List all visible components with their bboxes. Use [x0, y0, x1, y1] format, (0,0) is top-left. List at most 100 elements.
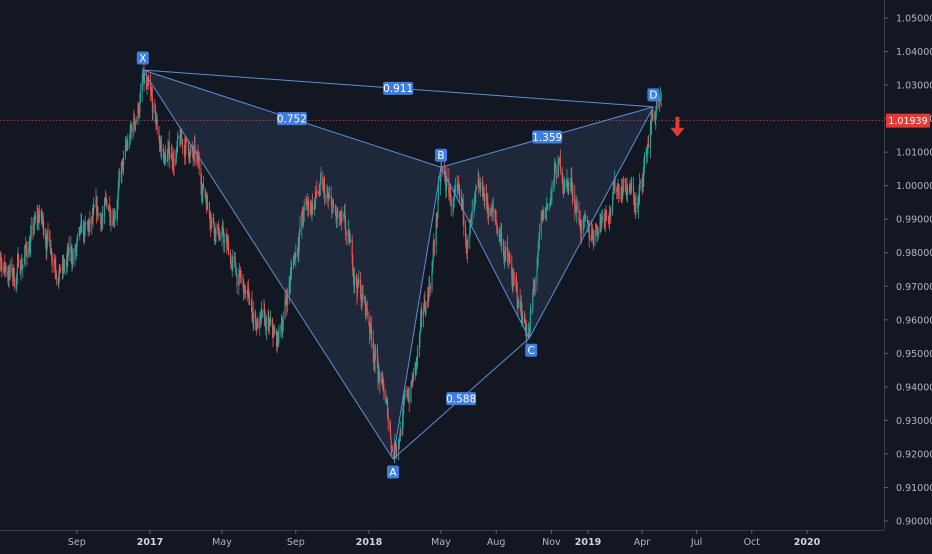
candle [82, 219, 84, 242]
candle [93, 197, 95, 216]
candle [143, 62, 145, 92]
candle [240, 269, 242, 284]
candle [616, 182, 618, 199]
candle [26, 240, 28, 266]
time-tick-label: Sep [68, 537, 86, 548]
candle [424, 291, 426, 311]
time-axis[interactable]: Sep 2017 May Sep 2018 May Aug Nov 2019 Apr Jul Oct 2… [0, 530, 932, 550]
candle [145, 71, 147, 91]
candle [358, 270, 360, 288]
candle [521, 303, 523, 327]
candle [226, 228, 228, 254]
candle [588, 221, 590, 232]
candle [385, 388, 387, 404]
ratio-label-xd[interactable]: 0.911 [383, 81, 413, 95]
candle [488, 207, 490, 218]
candle [106, 198, 108, 210]
current-price-badge: 1.01939 [886, 113, 930, 128]
ratio-label-xb[interactable]: 0.752 [277, 112, 307, 125]
point-label-x[interactable]: X [136, 51, 149, 65]
candle [553, 178, 555, 192]
candle [555, 164, 557, 185]
candle [181, 138, 183, 154]
candle [500, 223, 502, 242]
candle [558, 158, 560, 176]
candle [125, 140, 127, 151]
candle [436, 212, 438, 228]
candle [288, 275, 290, 305]
candle [152, 102, 154, 122]
candle [196, 151, 198, 164]
candle [105, 193, 107, 205]
candle [210, 211, 212, 238]
candle [587, 220, 589, 233]
candle [570, 177, 572, 191]
candle [183, 145, 185, 157]
candle [74, 244, 76, 267]
candle [660, 86, 662, 102]
candle [492, 197, 494, 221]
candle [429, 275, 431, 291]
candle [123, 150, 125, 176]
point-label-c[interactable]: C [525, 343, 538, 357]
point-label-b[interactable]: B [435, 148, 447, 162]
candle [97, 206, 99, 221]
candle [606, 209, 608, 222]
candle [553, 157, 555, 190]
point-label-d[interactable]: D [647, 88, 660, 102]
candle [533, 279, 535, 292]
candle [507, 248, 509, 261]
candle [622, 176, 624, 193]
candle [294, 251, 296, 265]
candle [93, 204, 95, 210]
candle [234, 252, 236, 264]
candle [49, 229, 51, 247]
ratio-label-bd[interactable]: 1.359 [532, 130, 562, 144]
candle [499, 227, 501, 243]
candle [58, 270, 60, 290]
price-axis[interactable]: 1.050001.040001.030001.020001.010001.000… [884, 0, 932, 550]
candle [638, 185, 640, 203]
candle [452, 197, 454, 218]
candle [53, 253, 55, 273]
candle [483, 193, 485, 207]
candle [473, 200, 475, 218]
candle [88, 219, 90, 236]
candle [595, 222, 597, 246]
candle [651, 109, 653, 122]
candle [370, 317, 372, 334]
candle [95, 188, 97, 208]
candle [579, 217, 581, 227]
candle [129, 123, 131, 146]
candle [55, 257, 57, 280]
candle [647, 136, 649, 154]
candle [357, 280, 359, 299]
candle [639, 179, 641, 191]
ratio-label-ac[interactable]: 0.588 [446, 392, 476, 405]
candle [562, 182, 564, 198]
candle [576, 195, 578, 224]
candle [597, 225, 599, 242]
candle [382, 378, 384, 392]
candle [634, 192, 636, 215]
candle [101, 212, 103, 228]
candle [276, 328, 278, 352]
candle [76, 233, 78, 246]
candle [574, 199, 576, 215]
candle [627, 184, 629, 203]
time-tick-label: Oct [744, 537, 761, 548]
candle [51, 247, 53, 266]
candle [89, 210, 91, 232]
candle [8, 264, 10, 289]
candle [1, 257, 3, 278]
price-tick-label: 0.95000 [896, 349, 932, 360]
candle [118, 168, 120, 193]
candle [600, 213, 602, 233]
candle [419, 330, 421, 348]
candle [327, 186, 329, 200]
point-label-a[interactable]: A [387, 465, 399, 479]
candle [292, 255, 294, 270]
candle [207, 194, 209, 211]
candle [76, 237, 78, 256]
candle [561, 166, 563, 185]
